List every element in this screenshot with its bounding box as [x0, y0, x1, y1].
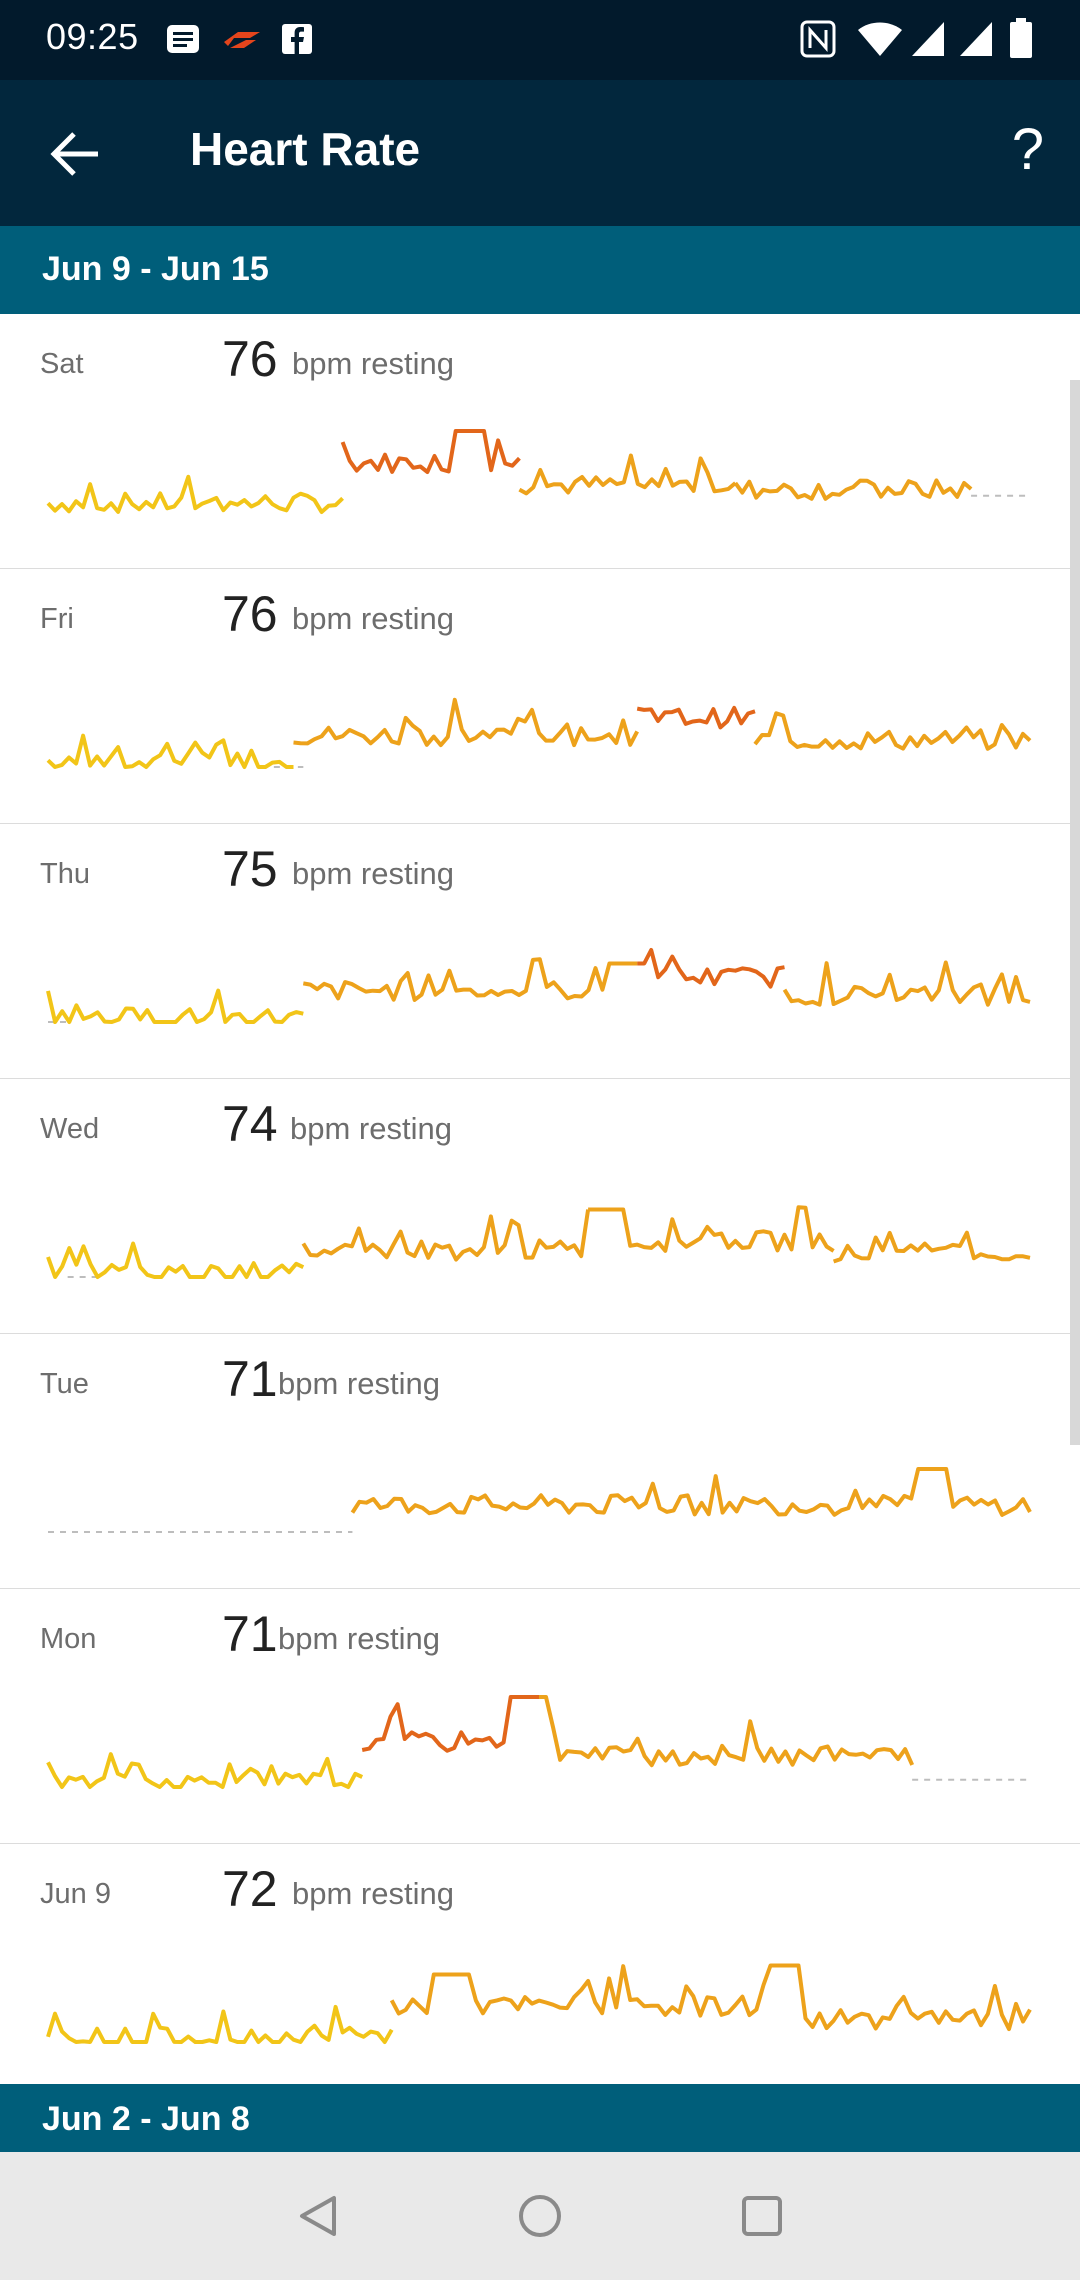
- recents-square-icon[interactable]: [738, 2192, 786, 2240]
- resting-bpm-value: 76: [222, 586, 278, 642]
- day-row-thu[interactable]: Thu 75 bpm resting: [0, 824, 1080, 1080]
- resting-bpm-unit: bpm resting: [292, 346, 454, 381]
- app-bar: Heart Rate ?: [0, 80, 1080, 226]
- signal-icon: [960, 22, 992, 56]
- resting-bpm-unit: bpm resting: [292, 1876, 454, 1911]
- heart-rate-line: [46, 988, 304, 1024]
- week-label: Jun 9 - Jun 15: [42, 250, 269, 288]
- heart-rate-line: [293, 697, 639, 748]
- heart-rate-sparkline: [46, 1963, 1032, 2044]
- resting-bpm-unit: bpm resting: [292, 856, 454, 891]
- resting-bpm-value: 72: [222, 1861, 278, 1917]
- resting-bpm-unit: bpm resting: [292, 601, 454, 636]
- heart-rate-line: [361, 1695, 539, 1753]
- heart-rate-line: [46, 733, 294, 769]
- strava-icon: [224, 32, 260, 48]
- heart-rate-line: [782, 960, 1031, 1007]
- heart-rate-line: [46, 2004, 394, 2044]
- nfc-icon: [800, 20, 836, 58]
- scrollbar[interactable]: [1070, 380, 1080, 1445]
- heart-rate-line: [832, 1230, 1031, 1264]
- day-label: Wed: [40, 1113, 100, 1145]
- heart-rate-line: [340, 429, 521, 474]
- resting-bpm-unit: bpm resting: [290, 1111, 452, 1146]
- resting-bpm-value: 71: [222, 1351, 278, 1407]
- day-row-fri[interactable]: Fri 76 bpm resting: [0, 569, 1080, 825]
- help-button[interactable]: ?: [1011, 117, 1044, 182]
- heart-rate-line: [733, 478, 973, 501]
- week-header: Jun 9 - Jun 15: [0, 226, 1080, 314]
- heart-rate-line: [637, 948, 785, 989]
- heart-rate-line: [784, 1963, 1032, 2032]
- resting-bpm-value: 76: [222, 331, 278, 387]
- heart-rate-line: [301, 1209, 591, 1262]
- heart-rate-line: [636, 705, 756, 730]
- resting-bpm-unit: bpm resting: [278, 1366, 440, 1401]
- day-row-tue[interactable]: Tue 71 bpm resting: [0, 1334, 1080, 1590]
- day-row-jun9[interactable]: Jun 9 72 bpm resting: [0, 1844, 1080, 2098]
- news-icon: [167, 25, 199, 53]
- day-label: Mon: [40, 1623, 97, 1655]
- day-label: Thu: [40, 858, 90, 890]
- home-circle-icon[interactable]: [516, 2192, 564, 2240]
- system-nav-bar: [0, 2152, 1080, 2280]
- status-bar: 09:25: [0, 0, 1080, 80]
- heart-rate-sparkline: [46, 948, 1031, 1024]
- status-time: 09:25: [46, 16, 139, 57]
- resting-bpm-value: 71: [222, 1606, 278, 1662]
- heart-rate-line: [389, 1963, 785, 2018]
- heart-rate-sparkline: [46, 429, 1030, 514]
- day-row-sat[interactable]: Sat 76 bpm resting: [0, 314, 1080, 570]
- battery-icon: [1010, 18, 1032, 58]
- heart-rate-line: [46, 1752, 364, 1789]
- heart-rate-line: [46, 1241, 305, 1279]
- resting-bpm-unit: bpm resting: [278, 1621, 440, 1656]
- wifi-icon: [858, 22, 902, 56]
- heart-rate-sparkline: [48, 1467, 1032, 1533]
- day-label: Fri: [40, 603, 74, 635]
- heart-rate-line: [350, 1467, 1032, 1517]
- heart-rate-line: [46, 474, 344, 514]
- heart-rate-line: [539, 1695, 915, 1768]
- heart-rate-line: [518, 453, 737, 496]
- resting-bpm-value: 74: [222, 1096, 278, 1152]
- heart-rate-line: [302, 957, 638, 1002]
- day-label: Jun 9: [40, 1878, 111, 1910]
- week-header: Jun 2 - Jun 8: [0, 2084, 1080, 2152]
- back-arrow-icon[interactable]: [44, 122, 108, 186]
- resting-bpm-value: 75: [222, 841, 278, 897]
- page-title: Heart Rate: [190, 123, 421, 175]
- heart-rate-sparkline: [46, 1695, 1030, 1789]
- day-label: Sat: [40, 348, 84, 380]
- facebook-icon: [282, 24, 312, 54]
- day-row-mon[interactable]: Mon 71 bpm resting: [0, 1589, 1080, 1845]
- signal-icon: [912, 22, 944, 56]
- back-triangle-icon[interactable]: [294, 2192, 342, 2240]
- heart-rate-line: [753, 711, 1032, 751]
- heart-rate-line: [588, 1205, 835, 1253]
- heart-rate-sparkline: [46, 697, 1032, 769]
- day-label: Tue: [40, 1368, 89, 1400]
- heart-rate-sparkline: [46, 1205, 1031, 1279]
- day-row-wed[interactable]: Wed 74 bpm resting: [0, 1079, 1080, 1335]
- week-label: Jun 2 - Jun 8: [42, 2100, 250, 2138]
